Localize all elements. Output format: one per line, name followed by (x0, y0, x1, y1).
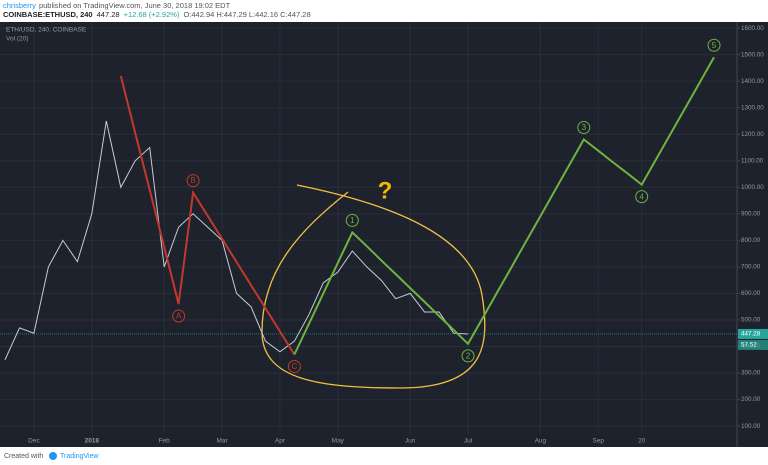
footer-created: Created with (4, 453, 43, 460)
y-tick-label: 1400.00 (741, 78, 764, 85)
wave-label: 5 (712, 41, 717, 50)
x-tick-label: 2018 (85, 438, 100, 445)
x-tick-label: Jun (405, 438, 416, 445)
wave-marker (707, 38, 721, 52)
wave-label: 4 (639, 192, 644, 201)
wave-marker (635, 190, 649, 204)
ohlc: O:442.94 H:447.29 L:442.16 C:447.28 (183, 10, 310, 19)
y-tick-label: 1600.00 (741, 25, 764, 32)
last-price-label: 447.28 (741, 331, 761, 338)
footer-bg (0, 447, 768, 465)
x-tick-label: Feb (159, 438, 171, 445)
y-tick-label: 900.00 (741, 211, 761, 218)
last-price-box (738, 328, 768, 339)
wave-marker (186, 174, 200, 188)
y-tick-label: 700.00 (741, 264, 761, 271)
wave-marker (461, 349, 475, 363)
header-bg (0, 0, 768, 22)
y-tick-label: 1200.00 (741, 131, 764, 138)
change: +12.68 (+2.92%) (124, 10, 180, 19)
y-tick-label: 100.00 (741, 423, 761, 430)
y-tick-label: 600.00 (741, 290, 761, 297)
y-tick-label: 1500.00 (741, 51, 764, 58)
chart-bg (0, 22, 768, 447)
x-tick-label: May (332, 438, 345, 445)
author[interactable]: chrisberry (3, 1, 36, 10)
y-tick-label: 500.00 (741, 317, 761, 324)
x-tick-label: Sep (592, 438, 604, 445)
y-tick-label: 1000.00 (741, 184, 764, 191)
wave-label: 1 (350, 216, 355, 225)
wave-label: A (176, 312, 182, 321)
price-line (4, 120, 469, 361)
plot: 447.28 57.52 A B C 1 2 3 4 5 (0, 38, 768, 373)
volume-label: 57.52 (741, 342, 757, 349)
volume-box (738, 339, 768, 350)
highlight-ellipse (261, 184, 486, 389)
wave-marker (577, 121, 591, 135)
x-tick-label: Aug (535, 438, 547, 445)
wave-marker (172, 309, 186, 323)
wave-line (119, 75, 296, 356)
wave-label: 3 (582, 123, 587, 132)
question-mark: ? (378, 177, 393, 204)
wave-marker (345, 213, 359, 227)
x-tick-label: Apr (275, 438, 286, 445)
series-title: ETH/USD, 240, COINBASE (6, 27, 87, 34)
published: published on TradingView.com, June 30, 2… (39, 1, 231, 10)
wave-line (293, 56, 715, 355)
x-tick-label: 20 (638, 438, 646, 445)
wave-marker (287, 359, 301, 373)
wave-label: C (292, 362, 298, 371)
y-tick-label: 1100.00 (741, 157, 764, 164)
x-tick-label: Dec (28, 438, 40, 445)
symbol: COINBASE:ETHUSD, 240 (3, 10, 93, 19)
y-tick-label: 200.00 (741, 396, 761, 403)
wave-label: 2 (466, 351, 471, 360)
logo (49, 452, 57, 460)
x-tick-label: Jul (464, 438, 473, 445)
symbol-line: COINBASE:ETHUSD, 240 447.28 +12.68 (+2.92%… (3, 10, 311, 19)
y-tick-label: 800.00 (741, 237, 761, 244)
y-tick-label: 300.00 (741, 370, 761, 377)
wave-label: B (190, 176, 195, 185)
x-tick-label: Mar (216, 438, 228, 445)
footer-brand[interactable]: TradingView (60, 453, 99, 460)
header-line: chrisberry published on TradingView.com, … (3, 1, 231, 10)
y-tick-label: 1300.00 (741, 104, 764, 111)
volume-title: Vol (20) (6, 36, 28, 43)
price: 447.28 (97, 10, 120, 19)
